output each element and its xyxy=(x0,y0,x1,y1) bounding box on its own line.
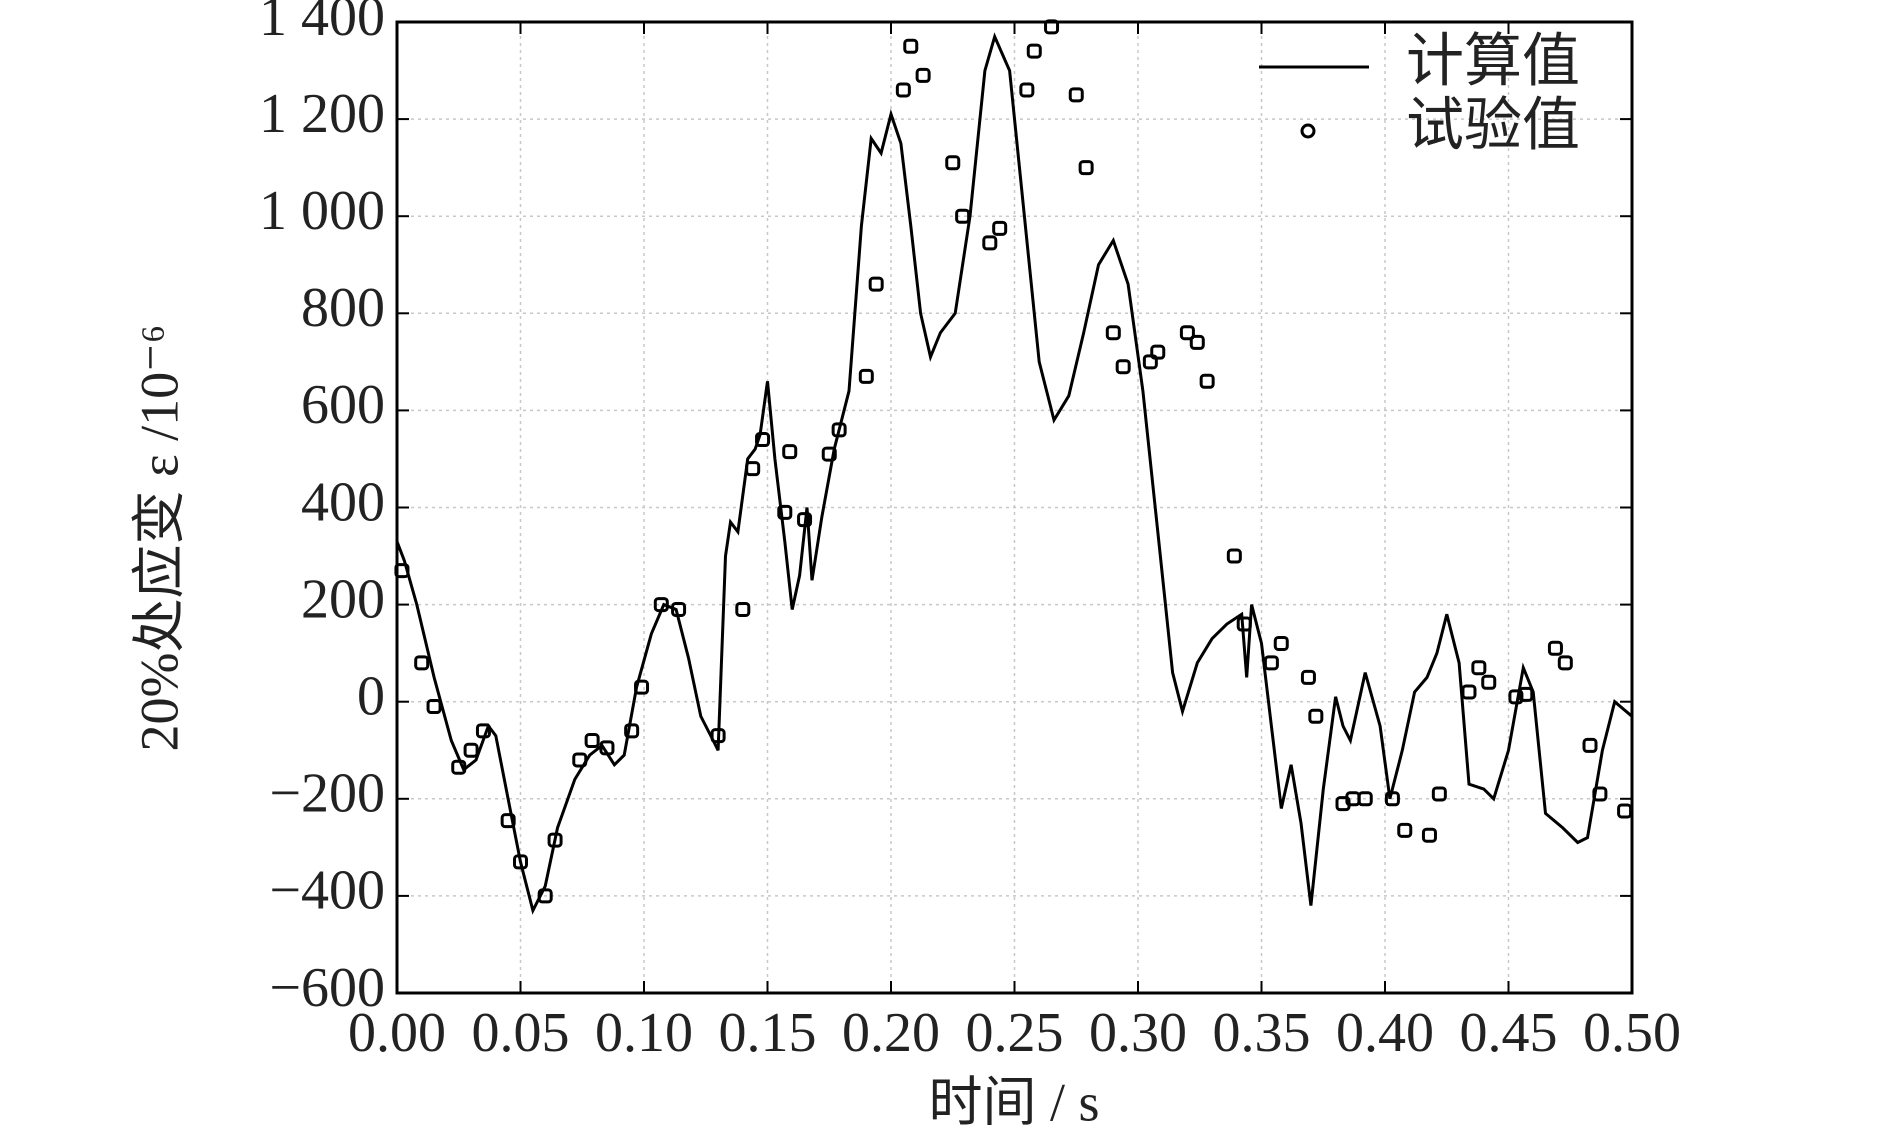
scatter-point xyxy=(1357,791,1373,807)
y-tick-label: −400 xyxy=(269,860,385,922)
x-tick-label: 0.50 xyxy=(1583,1002,1681,1064)
x-tick-label: 0.40 xyxy=(1336,1002,1434,1064)
y-axis-label: 20%处应变 ε /10⁻⁶ xyxy=(129,325,189,752)
scatter-point xyxy=(1236,616,1252,632)
scatter-point xyxy=(1019,82,1035,98)
scatter-point xyxy=(868,276,884,292)
scatter-point xyxy=(1300,669,1316,685)
scatter-point xyxy=(1044,19,1060,35)
scatter-point xyxy=(547,832,563,848)
scatter-point xyxy=(634,679,650,695)
scatter-point xyxy=(903,38,919,54)
x-tick-label: 0.10 xyxy=(595,1002,693,1064)
y-tick-label: −600 xyxy=(269,957,385,1019)
scatter-point xyxy=(735,601,751,617)
scatter-point xyxy=(475,723,491,739)
x-tick-label: 0.20 xyxy=(842,1002,940,1064)
scatter-point xyxy=(955,208,971,224)
scatter-point xyxy=(1226,548,1242,564)
scatter-point xyxy=(1397,822,1413,838)
scatter-point xyxy=(1557,655,1573,671)
scatter-point xyxy=(1617,803,1633,819)
scatter-point xyxy=(782,444,798,460)
plot-frame xyxy=(395,20,1634,995)
x-tick-label: 0.05 xyxy=(472,1002,570,1064)
scatter-point xyxy=(394,563,410,579)
scatter-point xyxy=(513,854,528,870)
scatter-point xyxy=(1179,325,1195,341)
scatter-point xyxy=(1308,708,1324,724)
scatter-point xyxy=(1508,689,1524,705)
y-tick-label: 600 xyxy=(301,374,385,436)
scatter-point xyxy=(992,220,1008,236)
scatter-point xyxy=(858,368,874,384)
y-tick-label: 200 xyxy=(301,568,385,630)
scatter-point xyxy=(895,82,911,98)
scatter-point xyxy=(831,422,847,438)
scatter-point xyxy=(624,723,640,739)
scatter-point xyxy=(1461,684,1477,700)
scatter-point xyxy=(1150,344,1166,360)
scatter-point xyxy=(1582,737,1598,753)
scatter-point xyxy=(982,235,998,251)
scatter-point xyxy=(599,740,615,756)
scatter-point xyxy=(1421,827,1437,843)
scatter-point xyxy=(1384,791,1400,807)
scatter-point xyxy=(755,432,771,448)
scatter-point xyxy=(1068,87,1084,103)
scatter-point xyxy=(710,728,726,744)
scatter-point xyxy=(1547,640,1563,656)
scatter-point xyxy=(821,446,837,462)
scatter-point xyxy=(1471,660,1487,676)
scatter-point xyxy=(572,752,588,768)
y-tick-label: 400 xyxy=(301,471,385,533)
scatter-point xyxy=(500,813,516,829)
y-tick-label: 1 000 xyxy=(259,180,385,242)
scatter-point xyxy=(1078,160,1094,176)
y-tick-label: 800 xyxy=(301,277,385,339)
x-tick-label: 0.25 xyxy=(966,1002,1064,1064)
scatter-point xyxy=(1481,674,1497,690)
scatter-point xyxy=(426,699,442,715)
legend-marker xyxy=(1300,123,1316,139)
scatter-point xyxy=(1189,334,1205,350)
scatter-point xyxy=(945,155,961,171)
y-tick-label: 1 200 xyxy=(259,83,385,145)
x-tick-label: 0.15 xyxy=(719,1002,817,1064)
scatter-point xyxy=(1592,786,1608,802)
scatter-point xyxy=(537,888,553,904)
scatter-point xyxy=(653,597,669,613)
scatter-point xyxy=(671,601,687,617)
scatter-point xyxy=(1105,325,1121,341)
scatter-point xyxy=(1263,655,1279,671)
legend-label: 试验值 xyxy=(1406,92,1580,157)
scatter-point xyxy=(915,67,931,83)
x-tick-label: 0.45 xyxy=(1460,1002,1558,1064)
scatter-point xyxy=(451,759,467,775)
scatter-point xyxy=(777,504,793,520)
x-tick-label: 0.35 xyxy=(1213,1002,1311,1064)
y-tick-label: −200 xyxy=(269,763,385,825)
scatter-point xyxy=(1026,43,1042,59)
y-tick-label: 0 xyxy=(357,666,385,728)
scatter-point xyxy=(584,733,600,749)
legend-label: 计算值 xyxy=(1406,28,1580,93)
scatter-point xyxy=(1273,635,1289,651)
scatter-point xyxy=(797,512,813,528)
scatter-point xyxy=(414,655,430,671)
scatter-point xyxy=(1199,373,1215,389)
scatter-point xyxy=(745,461,761,477)
scatter-point xyxy=(463,742,479,758)
x-tick-label: 0.30 xyxy=(1089,1002,1187,1064)
x-tick-label: 0.00 xyxy=(348,1002,446,1064)
x-axis-label: 时间 / s xyxy=(928,1072,1099,1132)
scatter-point xyxy=(1431,786,1447,802)
scatter-point xyxy=(1115,359,1131,375)
y-tick-label: 1 400 xyxy=(259,0,385,48)
scatter-point xyxy=(1518,686,1534,702)
